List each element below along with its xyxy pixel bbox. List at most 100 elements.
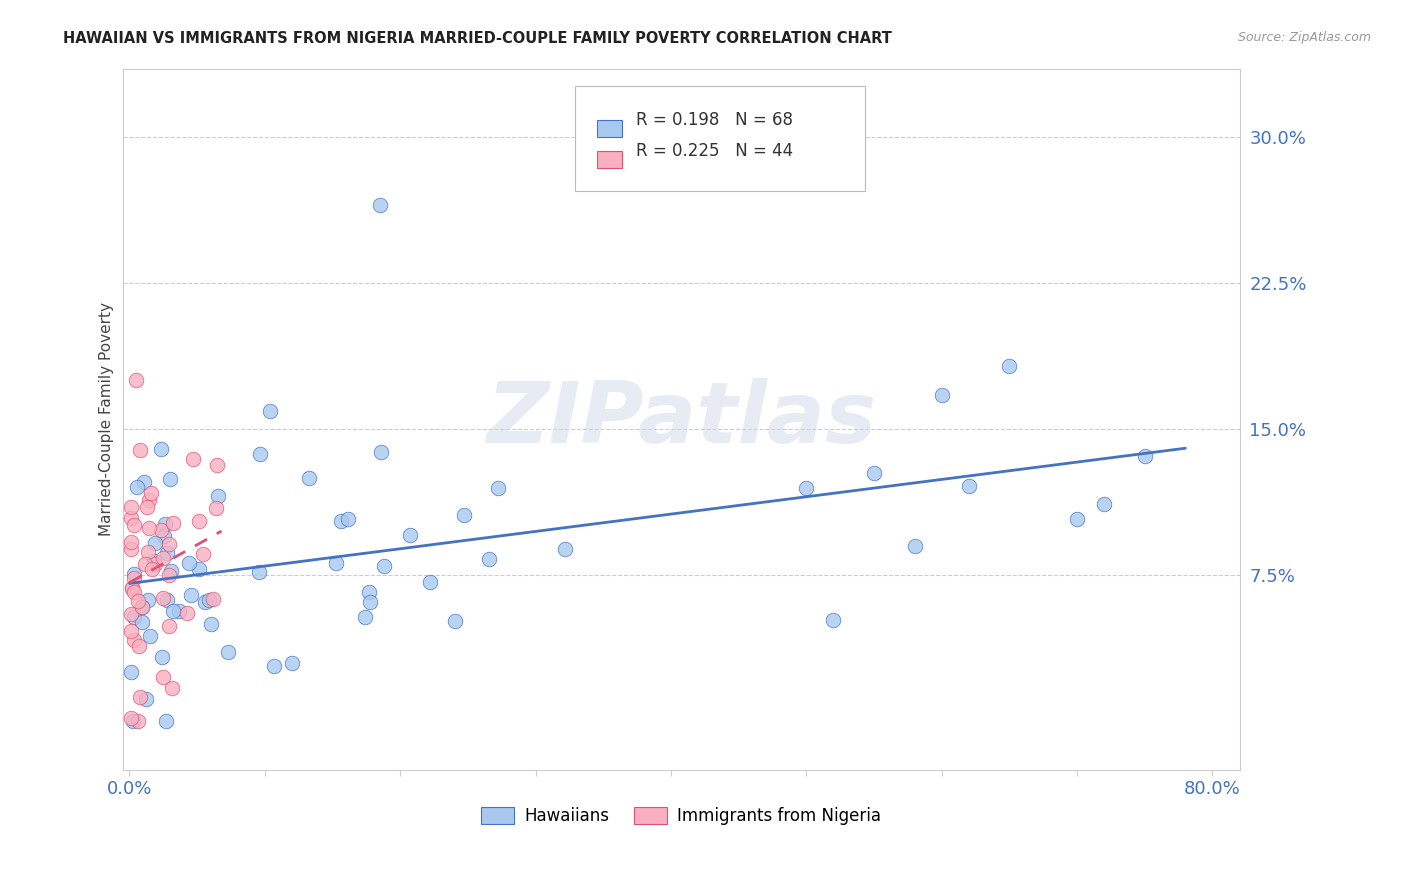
Hawaiians: [486, 481, 509, 495]
Immigrants from Nigeria: [136, 544, 159, 558]
Immigrants from Nigeria: [128, 690, 150, 704]
Hawaiians: [217, 645, 239, 659]
Immigrants from Nigeria: [125, 373, 148, 387]
Immigrants from Nigeria: [120, 542, 142, 557]
Immigrants from Nigeria: [122, 518, 145, 533]
Hawaiians: [336, 512, 359, 526]
Hawaiians: [122, 610, 145, 624]
Immigrants from Nigeria: [187, 514, 209, 528]
Immigrants from Nigeria: [138, 521, 160, 535]
Immigrants from Nigeria: [121, 581, 143, 595]
Hawaiians: [478, 551, 501, 566]
Hawaiians: [162, 604, 184, 618]
Hawaiians: [1133, 449, 1156, 463]
Hawaiians: [200, 617, 222, 632]
Hawaiians: [298, 471, 321, 485]
Hawaiians: [554, 541, 576, 556]
Hawaiians: [127, 480, 149, 494]
Immigrants from Nigeria: [127, 714, 149, 729]
Hawaiians: [354, 610, 377, 624]
Hawaiians: [259, 404, 281, 418]
Immigrants from Nigeria: [205, 458, 228, 472]
Hawaiians: [132, 475, 155, 489]
Immigrants from Nigeria: [193, 547, 215, 561]
Immigrants from Nigeria: [152, 591, 174, 606]
Immigrants from Nigeria: [121, 581, 143, 595]
Immigrants from Nigeria: [145, 557, 167, 571]
Hawaiians: [998, 359, 1021, 373]
Hawaiians: [156, 546, 179, 560]
Immigrants from Nigeria: [162, 516, 184, 531]
Hawaiians: [180, 588, 202, 602]
Immigrants from Nigeria: [149, 524, 172, 538]
Immigrants from Nigeria: [141, 562, 163, 576]
Hawaiians: [135, 692, 157, 706]
Immigrants from Nigeria: [134, 557, 156, 571]
Hawaiians: [152, 529, 174, 543]
Text: R = 0.198   N = 68: R = 0.198 N = 68: [637, 111, 793, 128]
Hawaiians: [443, 614, 465, 628]
Hawaiians: [122, 714, 145, 729]
Legend: Hawaiians, Immigrants from Nigeria: Hawaiians, Immigrants from Nigeria: [481, 806, 882, 825]
Immigrants from Nigeria: [120, 607, 142, 621]
Hawaiians: [120, 665, 142, 680]
Hawaiians: [247, 565, 270, 579]
Immigrants from Nigeria: [139, 485, 162, 500]
Immigrants from Nigeria: [120, 535, 142, 549]
Hawaiians: [143, 536, 166, 550]
Y-axis label: Married-Couple Family Poverty: Married-Couple Family Poverty: [100, 302, 114, 536]
Hawaiians: [188, 562, 211, 576]
FancyBboxPatch shape: [598, 120, 621, 136]
Hawaiians: [359, 595, 381, 609]
Hawaiians: [156, 593, 179, 607]
Hawaiians: [325, 557, 347, 571]
Immigrants from Nigeria: [120, 511, 142, 525]
Hawaiians: [179, 556, 201, 570]
Hawaiians: [153, 517, 176, 532]
Immigrants from Nigeria: [122, 632, 145, 647]
FancyBboxPatch shape: [598, 152, 621, 168]
Hawaiians: [863, 466, 886, 480]
Hawaiians: [131, 600, 153, 615]
Hawaiians: [398, 527, 420, 541]
Immigrants from Nigeria: [131, 600, 153, 615]
Hawaiians: [281, 657, 304, 671]
Hawaiians: [249, 447, 271, 461]
Hawaiians: [150, 649, 173, 664]
Immigrants from Nigeria: [181, 451, 204, 466]
Hawaiians: [329, 514, 352, 528]
Text: ZIPatlas: ZIPatlas: [486, 377, 876, 461]
Hawaiians: [794, 481, 817, 495]
Immigrants from Nigeria: [152, 669, 174, 683]
Hawaiians: [1092, 497, 1115, 511]
Hawaiians: [370, 445, 392, 459]
Hawaiians: [368, 198, 391, 212]
Hawaiians: [143, 554, 166, 568]
Immigrants from Nigeria: [124, 585, 146, 599]
Hawaiians: [197, 593, 219, 607]
Hawaiians: [136, 593, 159, 607]
Hawaiians: [357, 585, 380, 599]
Immigrants from Nigeria: [128, 639, 150, 653]
Hawaiians: [194, 595, 217, 609]
Immigrants from Nigeria: [129, 442, 152, 457]
Immigrants from Nigeria: [127, 593, 149, 607]
Hawaiians: [823, 614, 845, 628]
Immigrants from Nigeria: [157, 537, 180, 551]
Hawaiians: [159, 472, 181, 486]
Immigrants from Nigeria: [120, 500, 142, 515]
FancyBboxPatch shape: [575, 86, 866, 191]
Hawaiians: [149, 442, 172, 457]
Hawaiians: [167, 604, 190, 618]
Text: Source: ZipAtlas.com: Source: ZipAtlas.com: [1237, 31, 1371, 45]
Hawaiians: [1066, 512, 1088, 526]
Hawaiians: [155, 714, 177, 729]
Immigrants from Nigeria: [157, 619, 180, 633]
Hawaiians: [453, 508, 475, 523]
Text: HAWAIIAN VS IMMIGRANTS FROM NIGERIA MARRIED-COUPLE FAMILY POVERTY CORRELATION CH: HAWAIIAN VS IMMIGRANTS FROM NIGERIA MARR…: [63, 31, 893, 46]
Hawaiians: [139, 629, 162, 643]
Hawaiians: [263, 659, 285, 673]
Text: R = 0.225   N = 44: R = 0.225 N = 44: [637, 143, 793, 161]
Immigrants from Nigeria: [136, 500, 159, 514]
Immigrants from Nigeria: [152, 551, 174, 566]
